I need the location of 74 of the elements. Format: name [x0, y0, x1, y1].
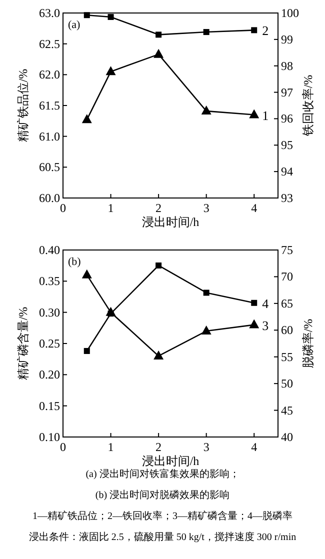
x-tick-label: 1 — [108, 440, 114, 454]
y-tick-label: 60.5 — [39, 160, 60, 174]
y-axis-title: 精矿铁品位/% — [16, 68, 30, 142]
annotation: (b) — [68, 256, 82, 268]
y-tick-label: 0.15 — [39, 398, 60, 413]
y2-axis-title: 脱磷率/% — [301, 318, 315, 368]
y2-tick-label: 40 — [281, 430, 293, 444]
point — [201, 106, 212, 115]
point — [154, 48, 164, 58]
x-tick-label: 1 — [108, 201, 114, 215]
y2-tick-label: 100 — [281, 6, 299, 20]
y2-tick-label: 97 — [281, 85, 293, 100]
series-label: 4 — [262, 296, 270, 311]
point — [156, 32, 162, 38]
text: (a) 浸出时间对铁富集效果的影响； — [86, 468, 240, 480]
y-tick-label: 0.25 — [39, 336, 60, 350]
point — [249, 319, 260, 328]
point — [249, 109, 260, 118]
y-tick-label: 0.20 — [39, 368, 60, 382]
point — [251, 27, 258, 34]
x-tick-label: 4 — [251, 201, 258, 215]
x-axis-title: 浸出时间/h — [142, 215, 200, 229]
x-axis-title: 浸出时间/h — [142, 454, 200, 468]
text: 浸出条件：液固比 2.5，硫酸用量 50 kg/t，搅拌速度 300 r/min — [28, 531, 296, 543]
x-tick-label: 4 — [251, 440, 258, 454]
y-tick-label: 0.35 — [39, 274, 60, 288]
y-tick-label: 60.0 — [39, 191, 60, 205]
y-axis-title: 精矿磷含量/% — [16, 306, 30, 380]
y-tick-label: 62.5 — [39, 36, 60, 51]
x-tick-label: 0 — [60, 440, 66, 454]
x-tick-label: 0 — [60, 201, 66, 215]
x-tick-label: 2 — [156, 440, 162, 454]
point — [82, 114, 92, 124]
y-tick-label: 0.30 — [39, 305, 60, 320]
y2-tick-label: 99 — [281, 32, 293, 46]
x-tick-label: 3 — [203, 201, 210, 215]
y2-axis-title: 铁回收率/% — [301, 74, 315, 138]
point — [203, 29, 210, 36]
x-tick-label: 3 — [203, 440, 210, 454]
point — [251, 300, 258, 306]
point — [82, 269, 92, 278]
y2-tick-label: 65 — [281, 296, 293, 310]
point — [203, 290, 210, 296]
series-label: 2 — [262, 23, 269, 38]
y-tick-label: 0.40 — [39, 243, 60, 257]
point — [201, 326, 212, 335]
y-tick-label: 63.0 — [39, 6, 60, 20]
point — [154, 350, 164, 360]
y-tick-label: 61.5 — [39, 98, 60, 112]
series-label: 1 — [262, 108, 269, 123]
point — [84, 12, 90, 18]
y2-tick-label: 95 — [281, 138, 293, 152]
y2-tick-label: 55 — [281, 350, 293, 364]
y2-tick-label: 45 — [281, 403, 293, 418]
series-label: 3 — [262, 318, 269, 333]
x-tick-label: 2 — [156, 201, 162, 215]
annotation: (a) — [68, 19, 81, 31]
y2-tick-label: 94 — [281, 164, 293, 179]
point — [156, 262, 162, 268]
y2-tick-label: 70 — [281, 270, 293, 284]
y2-tick-label: 93 — [281, 191, 293, 205]
y-tick-label: 62.0 — [39, 68, 60, 82]
y2-tick-label: 75 — [281, 243, 293, 257]
y2-tick-label: 96 — [281, 112, 293, 126]
y-tick-label: 61.0 — [39, 129, 60, 144]
y2-tick-label: 50 — [281, 376, 293, 391]
point — [106, 66, 116, 76]
point — [108, 14, 114, 20]
y-tick-label: 0.10 — [39, 430, 60, 444]
text: 1—精矿铁品位；2—铁回收率；3—精矿磷含量；4—脱磷率 — [32, 510, 292, 522]
text: (b) 浸出时间对脱磷效果的影响 — [95, 489, 230, 501]
y2-tick-label: 98 — [281, 58, 293, 73]
point — [84, 348, 90, 354]
y2-tick-label: 60 — [281, 323, 293, 338]
